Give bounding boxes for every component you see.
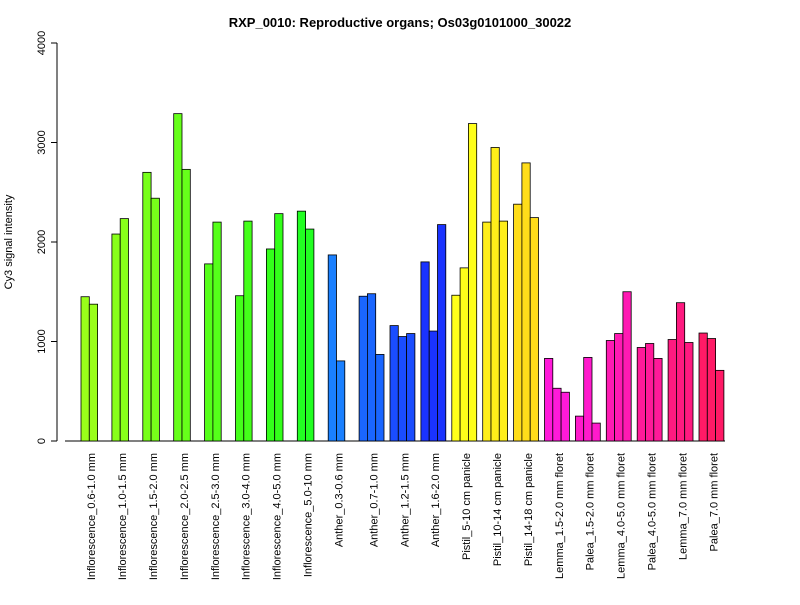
- bar: [575, 415, 585, 442]
- bar: [235, 295, 245, 442]
- x-tick-label: Inflorescence_2.0-2.5 mm: [179, 453, 191, 580]
- x-tick-label: Lemma_1.5-2.0 mm floret: [554, 453, 566, 579]
- bar: [428, 330, 438, 442]
- bars: [80, 113, 725, 442]
- bar: [389, 325, 399, 442]
- bar: [498, 220, 508, 442]
- bar: [583, 357, 593, 442]
- bar: [622, 291, 632, 442]
- bar: [552, 387, 562, 442]
- x-tick-label: Lemma_4.0-5.0 mm floret: [616, 453, 628, 579]
- bar: [397, 336, 407, 442]
- bar: [513, 203, 523, 442]
- x-tick-label: Pistil_10-14 cm panicle: [492, 453, 504, 566]
- bar: [327, 254, 337, 442]
- bar: [684, 342, 694, 442]
- bar: [420, 261, 430, 442]
- bar: [529, 217, 539, 442]
- bar: [437, 224, 447, 442]
- bar: [358, 295, 368, 442]
- x-tick-label: Inflorescence_4.0-5.0 mm: [272, 453, 284, 580]
- bar: [181, 168, 191, 442]
- bar: [715, 369, 725, 442]
- bar: [482, 221, 492, 442]
- y-tick-label: 1000: [36, 329, 48, 353]
- x-tick-label: Inflorescence_3.0-4.0 mm: [241, 453, 253, 580]
- bar: [80, 296, 90, 442]
- bar: [459, 267, 469, 442]
- bar: [150, 197, 160, 442]
- bar: [521, 162, 531, 442]
- bar: [698, 332, 708, 442]
- bar: [274, 213, 284, 442]
- x-tick-label: Palea_4.0-5.0 mm floret: [647, 453, 659, 570]
- x-tick-label: Pistil_14-18 cm panicle: [523, 453, 535, 566]
- bar: [653, 358, 663, 442]
- x-tick-label: Inflorescence_5.0-10 mm: [302, 453, 314, 577]
- bar: [212, 221, 222, 442]
- bar: [560, 391, 570, 442]
- y-tick-label: 3000: [36, 130, 48, 154]
- x-tick-label: Anther_1.2-1.5 mm: [399, 453, 411, 547]
- bar: [544, 358, 554, 442]
- bar: [614, 333, 624, 442]
- bar: [676, 302, 686, 442]
- x-tick-label: Pistil_5-10 cm panicle: [461, 453, 473, 560]
- bar: [667, 339, 677, 442]
- y-axis: 0 1000 2000 3000 4000: [36, 31, 58, 444]
- bar: [605, 340, 615, 442]
- x-tick-label: Inflorescence_1.5-2.0 mm: [148, 453, 160, 580]
- bar: [243, 220, 253, 442]
- bar: [591, 422, 601, 442]
- bar: [88, 303, 99, 442]
- x-tick-label: Anther_0.3-0.6 mm: [333, 453, 345, 547]
- x-tick-label: Inflorescence_1.0-1.5 mm: [117, 453, 129, 580]
- bar: [490, 147, 500, 442]
- bar: [467, 123, 478, 442]
- bar: [406, 333, 416, 442]
- bar: [111, 233, 121, 442]
- x-tick-label: Anther_1.6-2.0 mm: [430, 453, 442, 547]
- x-tick-labels: Inflorescence_0.6-1.0 mm Inflorescence_1.…: [86, 453, 720, 580]
- bar: [336, 360, 346, 442]
- x-tick-label: Palea_1.5-2.0 mm floret: [585, 453, 597, 570]
- x-tick-label: Inflorescence_0.6-1.0 mm: [86, 453, 98, 580]
- bar: [119, 218, 129, 442]
- bar: [265, 248, 276, 442]
- chart-title: RXP_0010: Reproductive organs; Os03g0101…: [229, 15, 572, 30]
- x-tick-label: Lemma_7.0 mm floret: [677, 453, 689, 560]
- bar: [636, 347, 646, 442]
- bar: [173, 113, 183, 442]
- bar: [645, 343, 655, 442]
- bar: [451, 294, 461, 442]
- bar: [366, 293, 377, 442]
- bar: [142, 171, 152, 442]
- bar: [204, 263, 214, 442]
- bar: [706, 338, 716, 442]
- y-tick-label: 4000: [36, 31, 48, 55]
- x-tick-label: Anther_0.7-1.0 mm: [368, 453, 380, 547]
- y-tick-label: 0: [36, 438, 48, 444]
- bar: [375, 354, 385, 442]
- bar: [305, 228, 315, 442]
- y-tick-label: 2000: [36, 230, 48, 254]
- y-axis-title: Cy3 signal intensity: [3, 194, 15, 289]
- x-tick-label: Palea_7.0 mm floret: [708, 453, 720, 551]
- bar: [296, 210, 306, 442]
- x-tick-label: Inflorescence_2.5-3.0 mm: [210, 453, 222, 580]
